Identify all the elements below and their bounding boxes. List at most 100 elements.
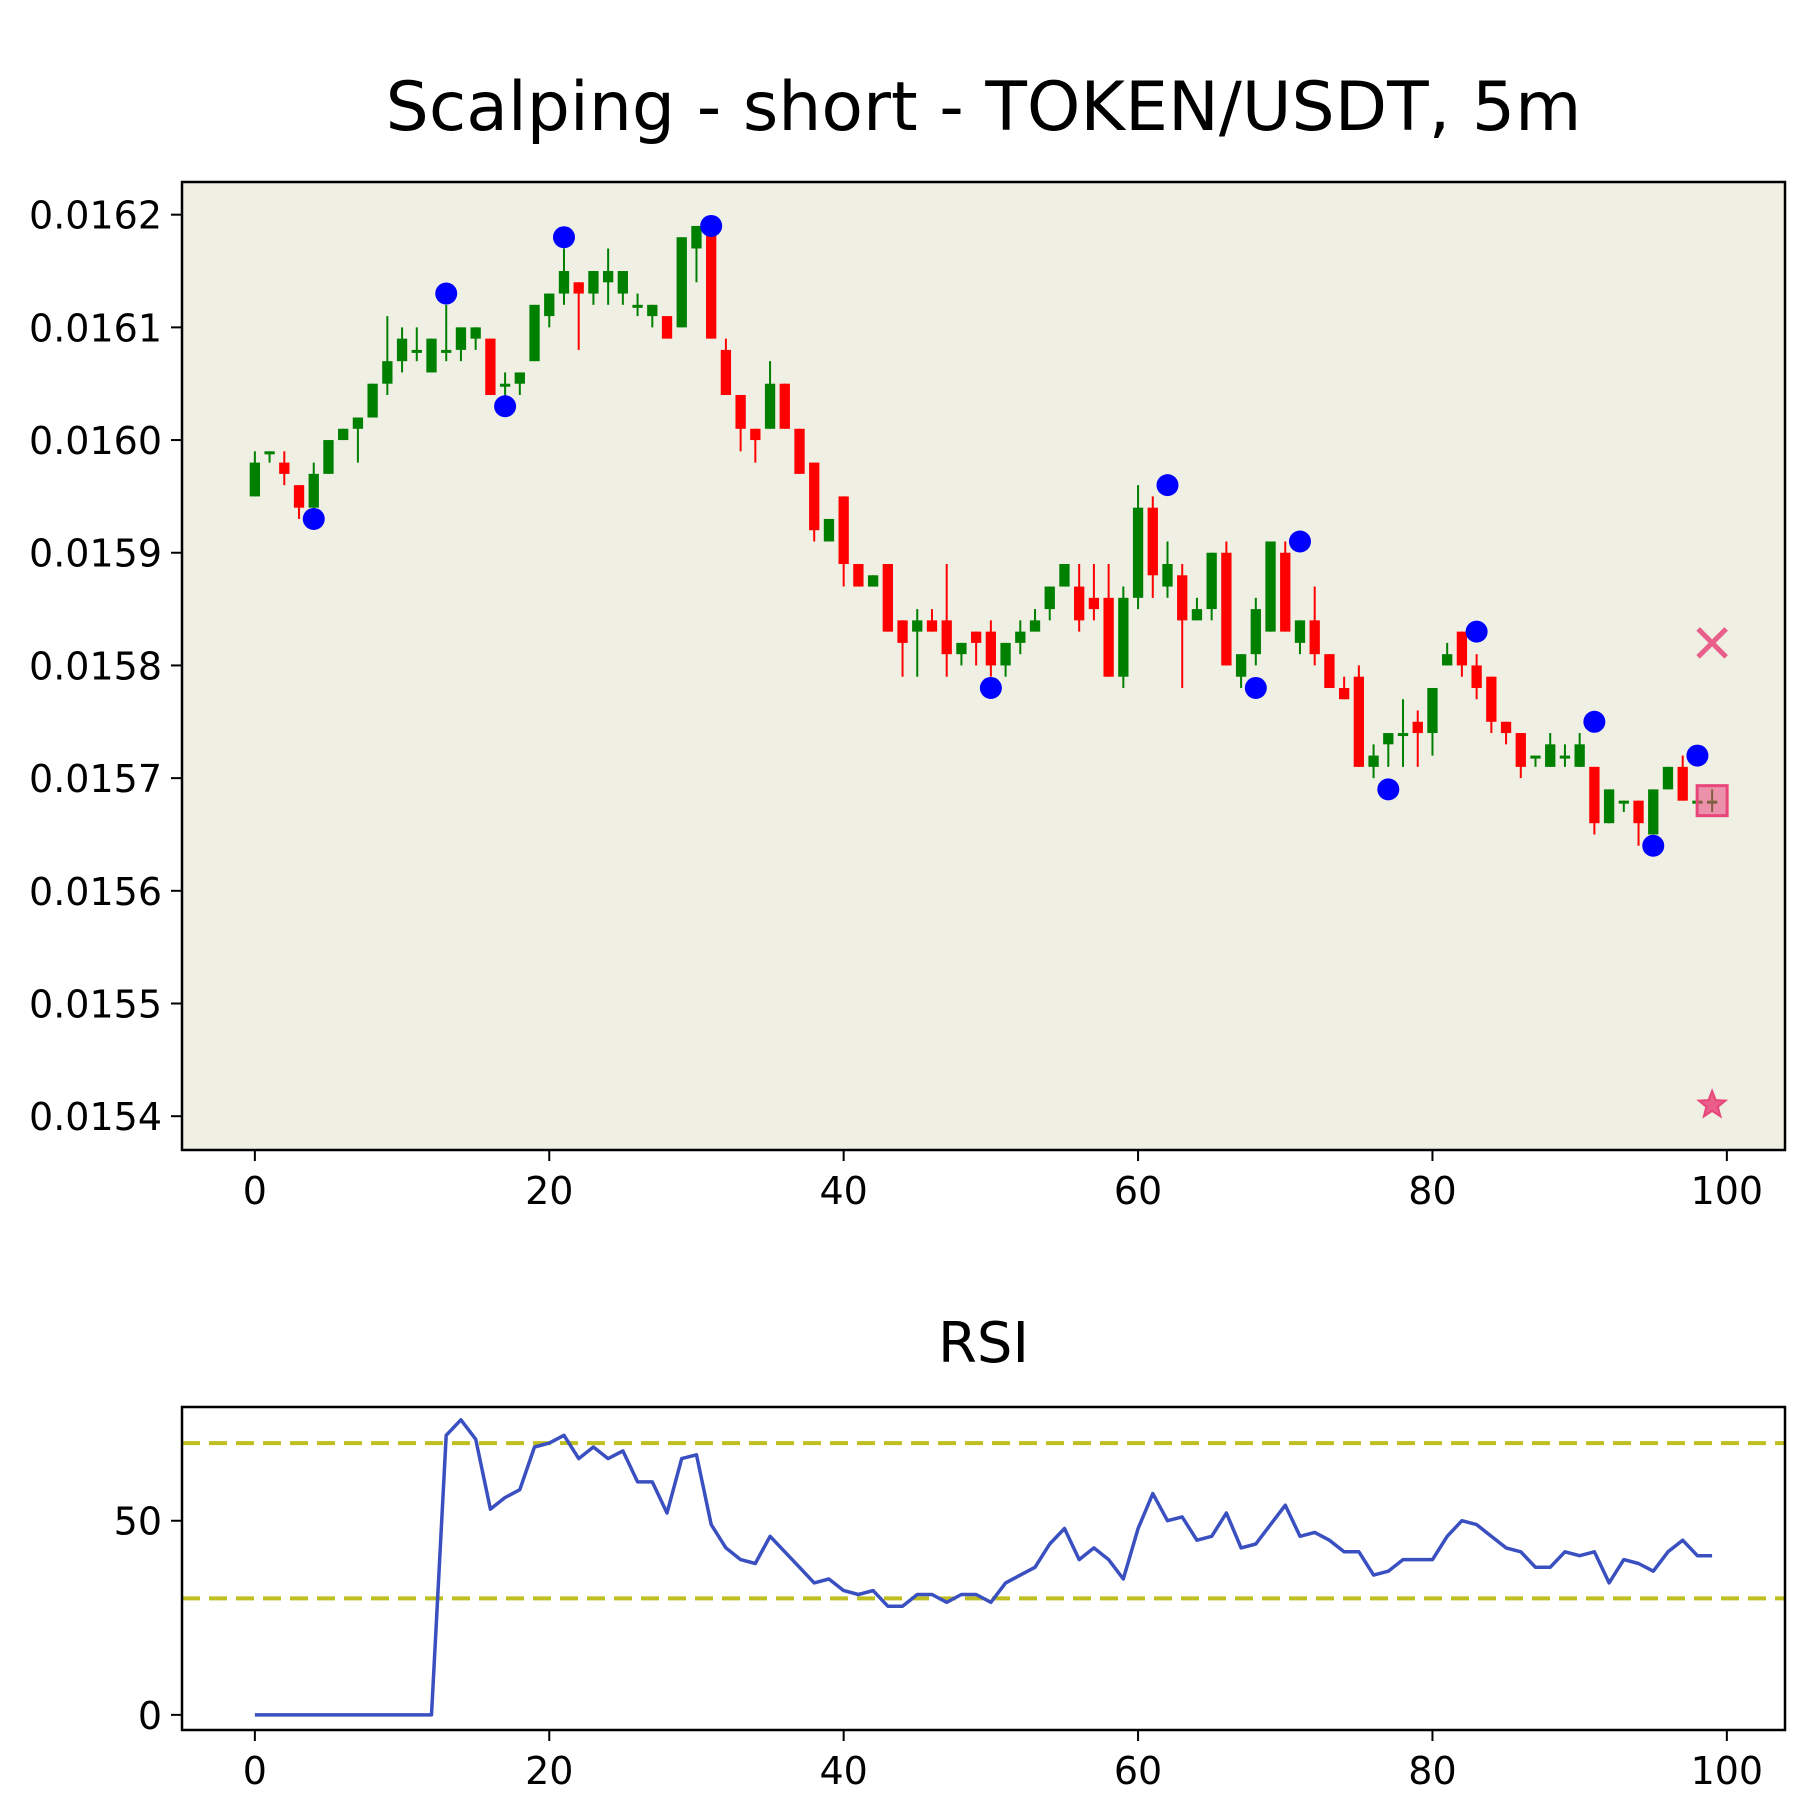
candle-body	[1530, 755, 1541, 759]
rsi-line	[254, 1418, 1713, 1717]
candle-body	[661, 316, 673, 339]
plot-frame	[180, 1405, 1787, 1732]
chart-title: Scalping - short - TOKEN/USDT, 5m	[386, 68, 1582, 147]
candle-body	[382, 361, 393, 384]
pivot-point	[1288, 530, 1311, 553]
plot-background	[182, 182, 1785, 1150]
candle-body	[1677, 766, 1688, 801]
candle-body	[676, 237, 687, 328]
candle-body	[882, 564, 893, 632]
candle-body	[1500, 721, 1512, 734]
candle-body	[1633, 800, 1644, 824]
candle-body	[1603, 789, 1615, 824]
candle-body	[293, 485, 305, 508]
y-tick-label: 0.0161	[29, 306, 162, 350]
candle-body	[411, 349, 422, 353]
x-tick-label: 40	[819, 1169, 867, 1213]
candle-body	[706, 225, 717, 339]
candle-body	[912, 620, 923, 632]
candle-body	[1147, 507, 1158, 576]
x-tick-label: 100	[1691, 1169, 1764, 1213]
candle-body	[1280, 552, 1291, 632]
x-tick-label: 20	[525, 1749, 573, 1793]
y-tick-label: 0.0155	[29, 983, 162, 1027]
pivot-point	[1686, 744, 1709, 767]
x-tick-label: 100	[1691, 1749, 1764, 1793]
candle-body	[558, 271, 570, 294]
candle-body	[1206, 552, 1217, 610]
plot-background	[182, 1407, 1785, 1730]
pivot-point	[1244, 676, 1267, 699]
candle-body	[1442, 654, 1453, 666]
candle-body	[632, 304, 643, 308]
candle-body	[779, 383, 790, 429]
candle-body	[529, 304, 540, 362]
candle-body	[1044, 586, 1055, 610]
signal-star	[1696, 1088, 1729, 1119]
candle-body	[1294, 620, 1306, 643]
candle-body	[573, 282, 584, 294]
candle-body	[1456, 631, 1468, 666]
chart-title: RSI	[938, 1311, 1029, 1376]
candle-body	[338, 428, 349, 441]
candle-body	[617, 271, 629, 294]
candle-body	[897, 620, 908, 643]
candle-body	[441, 349, 452, 353]
y-tick-label: 0.0157	[29, 757, 162, 801]
pivot-point	[1465, 620, 1488, 643]
candle-body	[485, 338, 496, 395]
candle-body	[1103, 597, 1114, 677]
candle-body	[308, 473, 319, 508]
candle-body	[750, 428, 761, 441]
candle-body	[1471, 665, 1482, 688]
candle-body	[809, 462, 820, 531]
x-tick-label: 20	[525, 1169, 573, 1213]
candle-body	[1029, 620, 1041, 632]
plot-frame	[180, 180, 1787, 1152]
candle-body	[647, 304, 658, 317]
pivot-point	[1583, 710, 1606, 733]
pivot-point	[1642, 834, 1665, 857]
x-tick-label: 0	[243, 1749, 267, 1793]
x-tick-label: 80	[1408, 1749, 1456, 1793]
y-tick-label: 0.0154	[29, 1095, 162, 1139]
candle-body	[853, 564, 864, 587]
candle-body	[249, 462, 261, 497]
candle-body	[764, 383, 776, 429]
pivot-point	[979, 676, 1002, 699]
pivot-point	[1377, 778, 1400, 801]
y-tick-label: 50	[114, 1500, 162, 1544]
pivot-point	[435, 282, 458, 305]
candle-body	[323, 440, 334, 474]
candle-body	[396, 338, 408, 362]
candle-body	[1589, 766, 1600, 824]
candle-body	[1397, 733, 1409, 737]
candle-body	[1574, 744, 1585, 767]
candle-body	[455, 327, 467, 350]
candle-body	[867, 575, 879, 587]
candle-body	[588, 271, 599, 294]
x-tick-label: 40	[819, 1749, 867, 1793]
pivot-point	[1156, 474, 1179, 497]
candle-body	[1648, 789, 1659, 835]
candle-body	[1132, 507, 1144, 598]
pivot-point	[700, 214, 723, 237]
candle-body	[1353, 676, 1365, 767]
candle-body	[1545, 744, 1556, 767]
candle-body	[279, 462, 290, 474]
candle-body	[1118, 597, 1129, 677]
candle-body	[1059, 564, 1070, 587]
y-tick-label: 0.0162	[29, 194, 162, 238]
candle-body	[720, 349, 732, 395]
candle-body	[1265, 541, 1276, 632]
candle-body	[1074, 586, 1085, 621]
candle-body	[1250, 609, 1261, 655]
candle-body	[367, 383, 378, 418]
signal-cross	[1696, 627, 1728, 659]
candle-body	[735, 394, 746, 429]
y-tick-label: 0.0158	[29, 644, 162, 688]
candle-body	[1177, 575, 1188, 621]
pivot-point	[302, 507, 325, 530]
y-tick-label: 0.0156	[29, 870, 162, 914]
